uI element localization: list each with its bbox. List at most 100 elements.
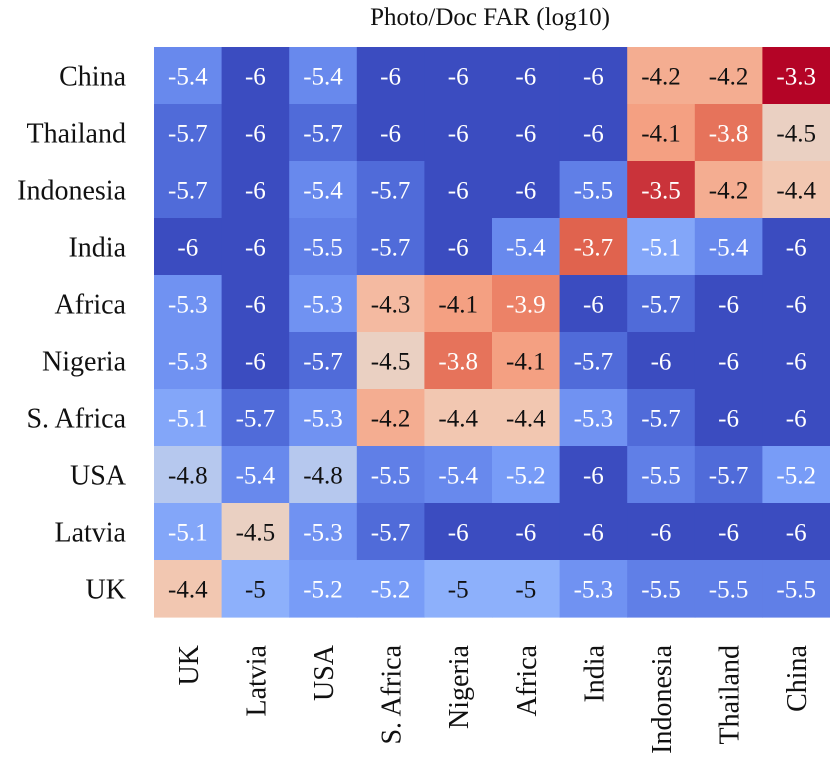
heatmap-cell (627, 560, 696, 618)
cell-value-label: -5.3 (574, 577, 614, 604)
heatmap-cell (694, 389, 763, 447)
cell-value-label: -4.8 (303, 463, 343, 490)
cell-value-label: -6 (245, 349, 266, 376)
cell-value-label: -5 (245, 577, 266, 604)
cell-value-label: -6 (718, 292, 739, 319)
heatmap-cell (356, 218, 425, 276)
cell-value-label: -6 (786, 520, 807, 547)
heatmap-cell (492, 47, 561, 105)
cell-value-label: -5.4 (438, 463, 478, 490)
cell-value-label: -4.5 (236, 520, 276, 547)
row-label: Thailand (26, 119, 126, 150)
cell-value-label: -4.1 (506, 349, 546, 376)
heatmap-cell (694, 275, 763, 333)
cell-value-label: -4.3 (371, 292, 411, 319)
cell-value-label: -3.9 (506, 292, 546, 319)
cell-value-label: -5.7 (371, 235, 411, 262)
heatmap-cell (559, 161, 628, 219)
heatmap-cell (356, 47, 425, 105)
heatmap-cell (559, 332, 628, 390)
cell-value-label: -6 (583, 520, 604, 547)
heatmap-cell (762, 446, 830, 504)
cell-value-label: -5.7 (641, 292, 681, 319)
heatmap-cell (289, 47, 358, 105)
cell-value-label: -5.1 (168, 406, 208, 433)
row-label: UK (86, 575, 126, 606)
heatmap-cell (356, 560, 425, 618)
cell-value-label: -6 (718, 406, 739, 433)
column-label: Latvia (241, 644, 272, 716)
cell-value-label: -5.4 (506, 235, 546, 262)
heatmap-cell (221, 218, 290, 276)
cell-value-label: -4.1 (641, 121, 681, 148)
heatmap-cell (762, 560, 830, 618)
cell-value-label: -6 (448, 520, 469, 547)
cell-value-label: -6 (515, 121, 536, 148)
cell-value-label: -5 (515, 577, 536, 604)
cell-value-label: -3.5 (641, 178, 681, 205)
cell-value-label: -5.2 (506, 463, 546, 490)
cell-value-label: -5.7 (641, 406, 681, 433)
heatmap-cell (559, 560, 628, 618)
column-label: USA (309, 644, 340, 701)
column-label: Nigeria (444, 644, 475, 729)
heatmap-cell (154, 161, 223, 219)
cell-value-label: -6 (245, 178, 266, 205)
cell-value-label: -4.2 (371, 406, 411, 433)
column-label: S. Africa (377, 644, 408, 744)
heatmap-cell (289, 161, 358, 219)
heatmap-cell (221, 275, 290, 333)
cell-value-label: -5.3 (303, 520, 343, 547)
row-label: S. Africa (26, 404, 126, 435)
heatmap-cell (221, 560, 290, 618)
cell-value-label: -4.5 (371, 349, 411, 376)
cell-value-label: -4.4 (168, 577, 208, 604)
cell-value-label: -5.7 (303, 121, 343, 148)
cell-value-label: -4.2 (709, 178, 749, 205)
cell-value-label: -6 (651, 520, 672, 547)
cell-value-label: -3.8 (438, 349, 478, 376)
heatmap-cell (154, 104, 223, 162)
cell-value-label: -5.7 (574, 349, 614, 376)
heatmap-cell (492, 560, 561, 618)
heatmap-cell (154, 47, 223, 105)
cell-value-label: -6 (380, 121, 401, 148)
cell-value-label: -5.7 (168, 121, 208, 148)
cell-value-label: -6 (583, 121, 604, 148)
cell-value-label: -6 (583, 64, 604, 91)
heatmap-cell (492, 275, 561, 333)
cell-value-label: -5.3 (168, 292, 208, 319)
heatmap-cell (559, 275, 628, 333)
heatmap-cell (289, 275, 358, 333)
cell-value-label: -6 (245, 121, 266, 148)
cell-value-label: -6 (380, 64, 401, 91)
cell-value-label: -6 (718, 349, 739, 376)
heatmap-cell (356, 275, 425, 333)
heatmap-cell (694, 47, 763, 105)
heatmap-cells: -5.4 -6 -5.4 -6 -6 -6 -6 -4.2 -4.2 -3.3 -5.7 -6 -5.7… (154, 47, 830, 618)
heatmap-cell (289, 332, 358, 390)
cell-value-label: -5.5 (371, 463, 411, 490)
heatmap-cell (627, 332, 696, 390)
heatmap-cell (221, 161, 290, 219)
heatmap-cell (492, 161, 561, 219)
cell-value-label: -3.8 (709, 121, 749, 148)
cell-value-label: -5.5 (574, 178, 614, 205)
cell-value-label: -5.4 (303, 64, 343, 91)
heatmap-cell (492, 446, 561, 504)
cell-value-label: -5.3 (303, 406, 343, 433)
cell-value-label: -5.7 (303, 349, 343, 376)
cell-value-label: -5.7 (371, 520, 411, 547)
heatmap-cell (154, 446, 223, 504)
heatmap-cell (154, 332, 223, 390)
cell-value-label: -5.1 (168, 520, 208, 547)
heatmap-cell (559, 389, 628, 447)
cell-value-label: -4.2 (709, 64, 749, 91)
heatmap-cell (424, 218, 493, 276)
cell-value-label: -5.7 (168, 178, 208, 205)
column-label: India (579, 644, 610, 702)
heatmap-cell (154, 218, 223, 276)
heatmap-cell (289, 389, 358, 447)
heatmap-cell (559, 104, 628, 162)
row-label: Africa (54, 290, 126, 321)
